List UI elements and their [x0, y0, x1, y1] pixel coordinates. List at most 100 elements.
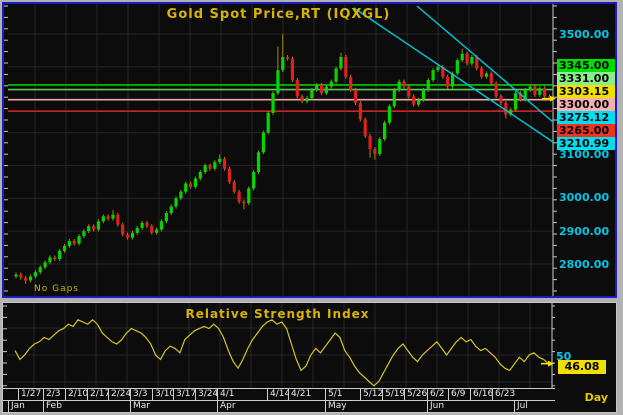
candle-body [116, 214, 120, 225]
candle-body [286, 57, 290, 59]
candle-body [92, 226, 96, 230]
candle-body [397, 81, 401, 90]
x-axis-week-cell: 4/1 [217, 389, 267, 400]
candle-body [106, 216, 110, 219]
candle-body [504, 103, 508, 115]
candle-body [547, 96, 552, 99]
candle-body [513, 93, 518, 110]
candle-body [247, 188, 251, 204]
candle-body [198, 172, 202, 179]
candle-body [334, 68, 338, 82]
candle-body [533, 86, 537, 95]
candle-body [218, 158, 222, 163]
candle-body [150, 226, 154, 233]
candle-body [159, 221, 164, 230]
candle-body [62, 245, 67, 251]
price-tag: 3300.00 [557, 98, 615, 111]
candle-body [203, 165, 207, 172]
price-tag: 3275.12 [557, 111, 615, 124]
candlestick-chart-canvas[interactable] [4, 4, 615, 296]
price-tag: 3265.00 [557, 124, 615, 137]
x-axis-month-cell: Jul [514, 401, 555, 412]
candle-body [378, 139, 382, 154]
rsi-line [14, 318, 549, 387]
x-axis-week-cell: 5/26 [404, 389, 427, 400]
candle-body [310, 89, 314, 99]
candle-body [125, 234, 130, 238]
candle-body [315, 84, 319, 90]
candle-body [281, 57, 285, 71]
price-axis-label: 2800.00 [559, 258, 610, 271]
x-axis-week-cell: 4/21 [288, 389, 325, 400]
x-axis-week-cell: 3/17 [173, 389, 195, 400]
x-axis-week-cell: 2/10 [65, 389, 87, 400]
chart-period-label: Day [584, 391, 608, 404]
x-axis-month-cell: Jun [427, 401, 514, 412]
candle-body [441, 66, 445, 77]
candle-body [373, 149, 377, 154]
candle-body [19, 274, 23, 278]
candle-body [256, 152, 261, 172]
candle-body [53, 257, 57, 260]
price-axis-label: 3000.00 [559, 191, 610, 204]
candle-body [518, 93, 522, 100]
candle-body [48, 257, 52, 263]
price-axis-label: 3100.00 [559, 148, 610, 161]
rsi-chart-canvas[interactable] [3, 303, 555, 388]
candle-body [499, 96, 503, 103]
x-axis-month-row: Jan Feb Mar Apr May Jun Jul [3, 400, 555, 412]
rsi-midline-label: 50 [556, 350, 572, 363]
candle-body [344, 57, 348, 77]
candle-body [484, 73, 489, 77]
x-axis-month-cell: Mar [130, 401, 217, 412]
rsi-indicator-panel[interactable]: Relative Strength Index 50 46.08 Day 1/2… [2, 302, 617, 413]
candle-body [465, 53, 469, 64]
x-axis-week-cell: 2/17 [87, 389, 108, 400]
candle-body [252, 172, 256, 189]
candle-body [33, 272, 37, 277]
candle-body [450, 73, 455, 87]
price-axis-label: 2900.00 [559, 225, 610, 238]
candle-body [358, 103, 362, 120]
candle-body [460, 53, 464, 61]
candle-body [319, 84, 324, 94]
price-tag: 3331.00 [557, 72, 615, 85]
candle-body [121, 224, 125, 235]
candle-body [480, 68, 484, 77]
x-axis-week-cell: 3/10 [152, 389, 173, 400]
x-axis-week-cell: 6/16 [470, 389, 492, 400]
candle-body [300, 96, 304, 102]
candle-body [523, 89, 527, 100]
x-axis-week-cell: 2/3 [43, 389, 65, 400]
candle-body [431, 70, 435, 80]
candle-body [179, 191, 183, 199]
candle-body [140, 222, 144, 228]
candle-body [426, 80, 430, 90]
x-axis-week-cell: 4/14 [267, 389, 288, 400]
candle-body [38, 267, 42, 273]
candle-body [509, 109, 513, 115]
candle-body [266, 112, 270, 133]
candle-body [193, 178, 198, 187]
x-axis-month-cell: May [325, 401, 427, 412]
candle-body [305, 98, 309, 102]
candle-body [494, 83, 498, 97]
candle-body [368, 135, 372, 149]
rsi-title: Relative Strength Index [185, 307, 370, 321]
candle-body [135, 227, 139, 233]
candle-body [242, 201, 246, 204]
candle-body [58, 250, 62, 260]
x-axis-week-cell: 3/24 [195, 389, 217, 400]
candle-body [446, 76, 450, 87]
candle-body [290, 58, 295, 80]
no-gaps-label: No Gaps [34, 284, 79, 294]
candle-body [72, 241, 76, 244]
trendline [353, 7, 554, 143]
candle-body [416, 99, 421, 105]
x-axis-week-cell: 6/23 [492, 389, 555, 400]
candle-body [232, 181, 236, 192]
candle-body [436, 66, 440, 71]
x-axis-week-cell: 6/2 [427, 389, 448, 400]
price-chart-panel[interactable]: Gold Spot Price,RT (IQXGL) No Gaps 3500.… [2, 2, 617, 298]
